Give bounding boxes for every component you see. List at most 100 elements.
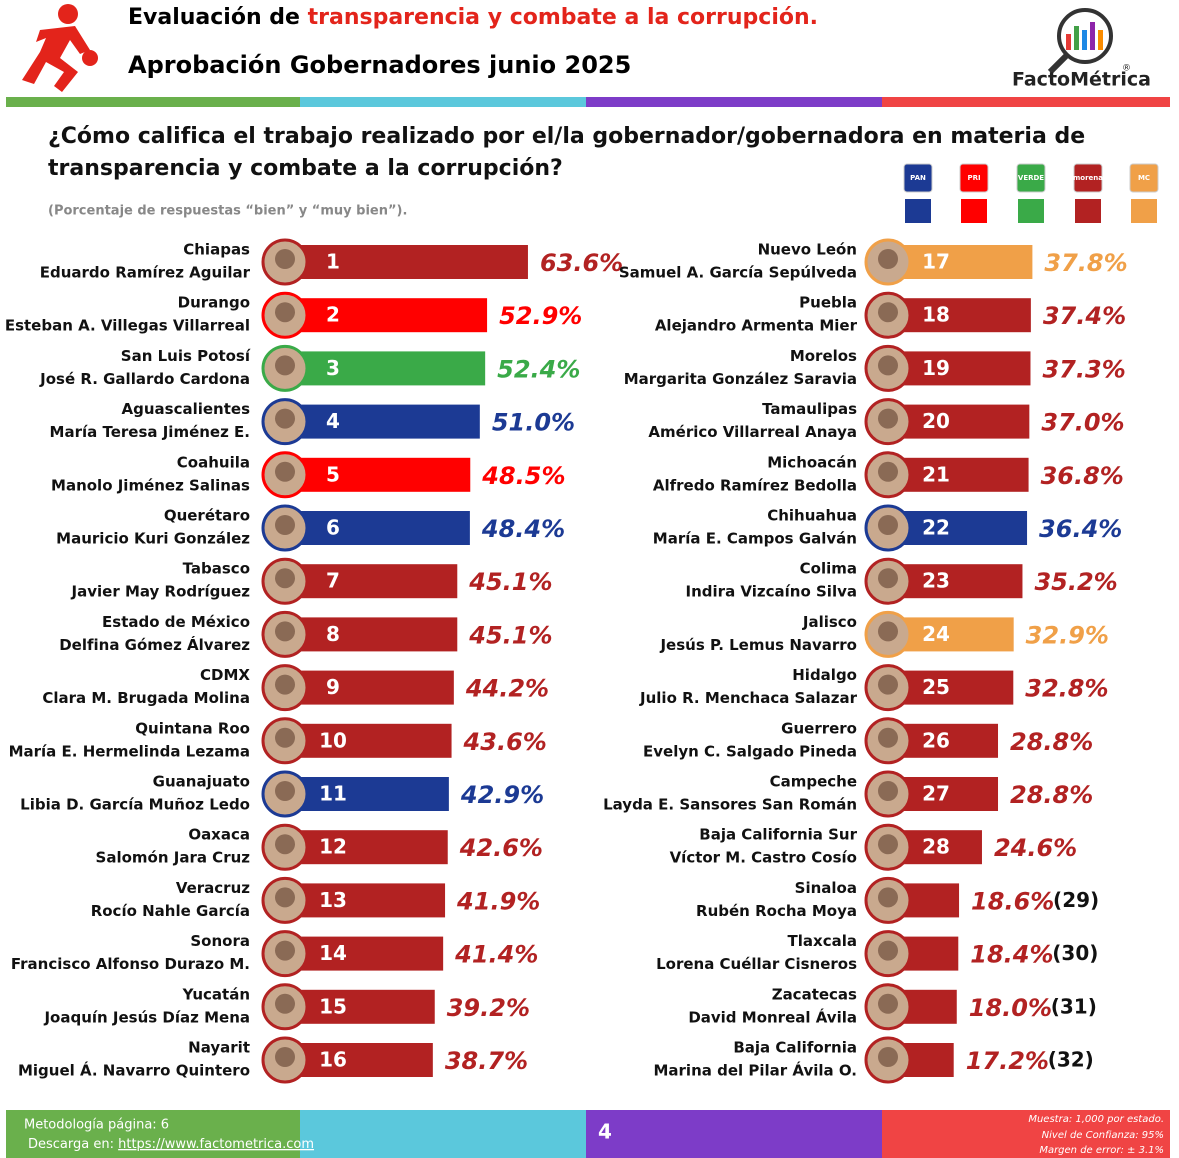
- photo-face: [275, 1047, 295, 1067]
- governor-label: Rocío Nahle García: [91, 902, 250, 920]
- governor-label: María Teresa Jiménez E.: [50, 423, 250, 441]
- photo-face: [275, 621, 295, 642]
- rank-label: 13: [319, 888, 347, 912]
- footer-link[interactable]: https://www.factometrica.com: [118, 1137, 314, 1152]
- value-label: 18.6%: [971, 887, 1054, 915]
- bar: [285, 936, 444, 971]
- photo-face: [275, 993, 295, 1014]
- legend: PAN PRI VERDE morena MC: [903, 163, 1159, 223]
- photo-face: [878, 355, 898, 376]
- value-label: 36.8%: [1041, 462, 1124, 490]
- photo-face: [275, 302, 295, 323]
- rank-label: 16: [319, 1048, 347, 1072]
- legend-icon: [1073, 163, 1103, 193]
- state-label: Querétaro: [164, 507, 250, 525]
- legend-icon: [1016, 163, 1046, 193]
- governor-label: Delfina Gómez Álvarez: [59, 635, 250, 654]
- rank-label: 23: [922, 569, 950, 593]
- legend-icon: [1129, 163, 1159, 193]
- bar: [285, 511, 470, 545]
- legend-icon: [903, 163, 933, 193]
- legend-swatch: [1075, 199, 1101, 223]
- value-label: 38.7%: [445, 1047, 528, 1075]
- value-label: 32.9%: [1026, 621, 1109, 649]
- state-label: Hidalgo: [792, 666, 857, 684]
- rank-label: 6: [326, 516, 340, 540]
- bar: [285, 351, 486, 386]
- governor-label: Salomón Jara Cruz: [96, 849, 251, 867]
- rank-label: 14: [319, 941, 347, 965]
- governor-label: David Monreal Ávila: [688, 1007, 857, 1026]
- state-label: Coahuila: [177, 453, 250, 471]
- state-label: Nuevo León: [758, 241, 857, 259]
- rank-label: 26: [922, 728, 950, 752]
- photo-face: [878, 940, 898, 961]
- footer-methodology: Metodología página: 6: [24, 1118, 169, 1133]
- legend-icon: [959, 163, 989, 193]
- value-label: 44.2%: [465, 675, 549, 703]
- question-line: ¿Cómo califica el trabajo realizado por …: [48, 124, 1085, 149]
- value-label: 48.4%: [481, 515, 565, 543]
- legend-label: PRI: [967, 174, 980, 182]
- rank-label: 10: [319, 728, 347, 752]
- state-label: Puebla: [799, 294, 857, 312]
- bar: [888, 245, 1033, 279]
- state-label: CDMX: [200, 666, 250, 684]
- value-label: 24.6%: [994, 834, 1077, 862]
- rank-label: 17: [922, 250, 950, 274]
- value-label: 17.2%: [966, 1047, 1049, 1075]
- rank-label: 28: [922, 835, 950, 859]
- state-label: Yucatán: [182, 985, 250, 1003]
- brand: FactoMétrica: [1012, 69, 1151, 91]
- photo-face: [878, 249, 898, 269]
- rank-label: 22: [922, 516, 950, 540]
- photo-face: [878, 1047, 898, 1067]
- governor-label: Francisco Alfonso Durazo M.: [11, 955, 250, 973]
- value-label: 43.6%: [463, 728, 547, 756]
- bar: [285, 723, 452, 758]
- value-label: 37.3%: [1042, 355, 1125, 383]
- state-label: Quintana Roo: [135, 719, 250, 737]
- value-label: 18.4%: [970, 941, 1053, 969]
- bar: [888, 298, 1031, 333]
- rank-label: 27: [922, 782, 950, 806]
- bars: Chiapas Eduardo Ramírez Aguilar 63.6% 1 Dura…: [5, 238, 1128, 1084]
- governor-label: María E. Campos Galván: [653, 530, 857, 548]
- state-label: Campeche: [770, 773, 857, 791]
- bar: [285, 404, 480, 439]
- rank-label: 25: [922, 675, 950, 699]
- value-label: 32.8%: [1025, 675, 1108, 703]
- photo-face: [878, 781, 898, 801]
- photo-face: [878, 887, 898, 908]
- photo-face: [275, 674, 295, 695]
- governor-label: Rubén Rocha Moya: [696, 902, 857, 920]
- footer-download-label: Descarga en:: [28, 1137, 118, 1152]
- state-label: Baja California: [733, 1039, 857, 1057]
- value-label: 28.8%: [1010, 781, 1093, 809]
- title-prefix: Evaluación de: [128, 5, 308, 30]
- governor-label: Eduardo Ramírez Aguilar: [40, 264, 251, 282]
- legend-label: VERDE: [1018, 174, 1044, 182]
- rank-label: 21: [922, 462, 950, 486]
- title: Evaluación de transparencia y combate a …: [128, 5, 818, 30]
- bar: [285, 564, 458, 599]
- state-label: Tlaxcala: [788, 932, 857, 950]
- value-label: 36.4%: [1039, 515, 1122, 543]
- value-label: 37.0%: [1041, 409, 1124, 437]
- bar: [888, 351, 1031, 386]
- governor-label: Miguel Á. Navarro Quintero: [18, 1061, 250, 1080]
- governor-label: Alfredo Ramírez Bedolla: [653, 476, 857, 494]
- governor-label: María E. Hermelinda Lezama: [9, 742, 250, 760]
- governor-label: Alejandro Armenta Mier: [655, 317, 858, 335]
- value-label: 51.0%: [492, 409, 575, 437]
- bar: [285, 617, 458, 652]
- footer-confidence: Nivel de Confianza: 95%: [1042, 1130, 1164, 1141]
- photo-face: [275, 461, 295, 482]
- photo-face: [275, 940, 295, 961]
- legend-swatch: [961, 199, 987, 223]
- value-label: 45.1%: [468, 568, 552, 596]
- governor-label: Layda E. Sansores San Román: [603, 796, 857, 814]
- governor-label: Indira Vizcaíno Silva: [686, 583, 857, 601]
